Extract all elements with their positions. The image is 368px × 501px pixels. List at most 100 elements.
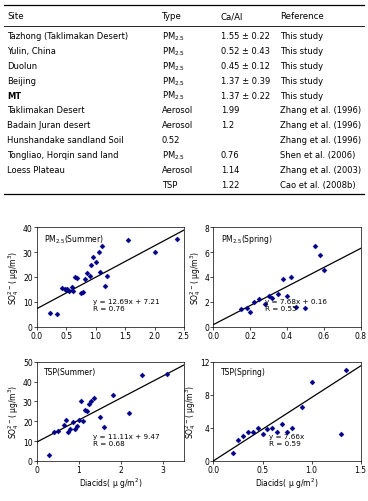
Point	[247, 308, 253, 316]
Text: PM$_{2.5}$: PM$_{2.5}$	[162, 60, 185, 73]
Point	[240, 432, 246, 440]
Text: 1.37 ± 0.22: 1.37 ± 0.22	[221, 91, 270, 100]
Point	[78, 398, 84, 406]
Text: Tongliao, Horqin sand land: Tongliao, Horqin sand land	[7, 151, 119, 160]
Point	[80, 417, 86, 425]
Point	[152, 248, 158, 257]
Text: Type: Type	[162, 12, 182, 21]
Point	[61, 421, 67, 429]
Point	[51, 428, 57, 436]
Point	[82, 276, 88, 284]
Text: 0.52 ± 0.43: 0.52 ± 0.43	[221, 47, 270, 56]
Point	[279, 420, 285, 428]
Point	[312, 242, 318, 250]
Text: Hunshandake sandland Soil: Hunshandake sandland Soil	[7, 136, 124, 145]
Point	[98, 269, 103, 277]
Point	[235, 436, 241, 444]
Point	[99, 242, 105, 250]
Text: 0.76: 0.76	[221, 151, 240, 160]
Point	[55, 427, 61, 435]
Point	[93, 259, 99, 267]
Point	[80, 288, 86, 296]
Text: Taklimakan Desert: Taklimakan Desert	[7, 106, 85, 115]
X-axis label: Diacids( μ g/m$^2$): Diacids( μ g/m$^2$)	[79, 475, 142, 490]
Text: PM$_{2.5}$: PM$_{2.5}$	[162, 75, 185, 87]
Text: 1.99: 1.99	[221, 106, 239, 115]
Text: Zhang et al. (1996): Zhang et al. (1996)	[280, 106, 361, 115]
Text: TSP: TSP	[162, 180, 177, 189]
Text: PM$_{2.5}$: PM$_{2.5}$	[162, 90, 185, 102]
Point	[105, 272, 110, 280]
Text: Zhang et al. (1996): Zhang et al. (1996)	[280, 136, 361, 145]
Point	[251, 298, 257, 306]
Point	[67, 425, 73, 433]
Text: This study: This study	[280, 47, 323, 56]
Point	[293, 303, 299, 311]
Point	[78, 290, 84, 298]
Text: Loess Plateau: Loess Plateau	[7, 165, 65, 174]
Point	[102, 282, 107, 290]
Point	[82, 406, 88, 414]
Text: Ca/Al: Ca/Al	[221, 12, 243, 21]
Text: 0.45 ± 0.12: 0.45 ± 0.12	[221, 62, 270, 71]
Text: y = 7.68x + 0.16
R = 0.55: y = 7.68x + 0.16 R = 0.55	[265, 299, 327, 312]
Y-axis label: SO$_4^{2-}$( μg/m$^3$): SO$_4^{2-}$( μg/m$^3$)	[7, 384, 21, 438]
Point	[289, 424, 295, 432]
Point	[72, 274, 78, 282]
Y-axis label: SO$_4^{2-}$( μg/m$^3$): SO$_4^{2-}$( μg/m$^3$)	[7, 250, 21, 305]
Point	[302, 304, 308, 312]
Text: This study: This study	[280, 32, 323, 41]
Text: PM$_{2.5}$(Spring): PM$_{2.5}$(Spring)	[221, 233, 273, 246]
Point	[230, 449, 236, 457]
Text: TSP(Spring): TSP(Spring)	[221, 367, 266, 376]
Text: 1.37 ± 0.39: 1.37 ± 0.39	[221, 77, 270, 86]
Point	[280, 276, 286, 284]
Point	[84, 407, 90, 415]
Point	[238, 306, 244, 314]
Text: Reference: Reference	[280, 12, 323, 21]
Point	[70, 418, 75, 426]
Text: This study: This study	[280, 62, 323, 71]
Point	[96, 248, 102, 257]
Y-axis label: SO$_4^{2-}$( μg/m$^3$): SO$_4^{2-}$( μg/m$^3$)	[188, 250, 203, 305]
Point	[59, 285, 64, 293]
Point	[139, 371, 145, 379]
Text: PM$_{2.5}$: PM$_{2.5}$	[162, 149, 185, 161]
Point	[343, 366, 349, 374]
Point	[256, 296, 262, 304]
Point	[66, 428, 71, 436]
Point	[101, 423, 107, 431]
Point	[269, 295, 275, 303]
Point	[64, 286, 70, 294]
Text: TSP(Summer): TSP(Summer)	[44, 367, 96, 376]
Point	[269, 424, 275, 432]
Point	[110, 392, 116, 400]
Text: Aerosol: Aerosol	[162, 121, 193, 130]
Text: Zhang et al. (2003): Zhang et al. (2003)	[280, 165, 361, 174]
Point	[91, 395, 96, 403]
Point	[72, 425, 78, 433]
Text: Duolun: Duolun	[7, 62, 38, 71]
Point	[54, 310, 60, 318]
Point	[74, 422, 80, 430]
Text: 0.52: 0.52	[162, 136, 180, 145]
Point	[284, 428, 290, 436]
Point	[66, 288, 72, 296]
Point	[338, 430, 344, 438]
Text: 1.22: 1.22	[221, 180, 239, 189]
Point	[84, 270, 90, 278]
Point	[126, 409, 132, 417]
Point	[63, 286, 69, 294]
Point	[288, 274, 294, 282]
Text: MT: MT	[7, 91, 21, 100]
Point	[255, 424, 261, 432]
Point	[89, 398, 95, 406]
Text: Badain Juran desert: Badain Juran desert	[7, 121, 91, 130]
Text: Aerosol: Aerosol	[162, 106, 193, 115]
Point	[125, 236, 131, 244]
Text: PM$_{2.5}$: PM$_{2.5}$	[162, 45, 185, 58]
Text: 1.14: 1.14	[221, 165, 239, 174]
Point	[87, 272, 93, 280]
Point	[63, 416, 69, 424]
Text: y = 7.66x
R = 0.59: y = 7.66x R = 0.59	[269, 433, 305, 445]
